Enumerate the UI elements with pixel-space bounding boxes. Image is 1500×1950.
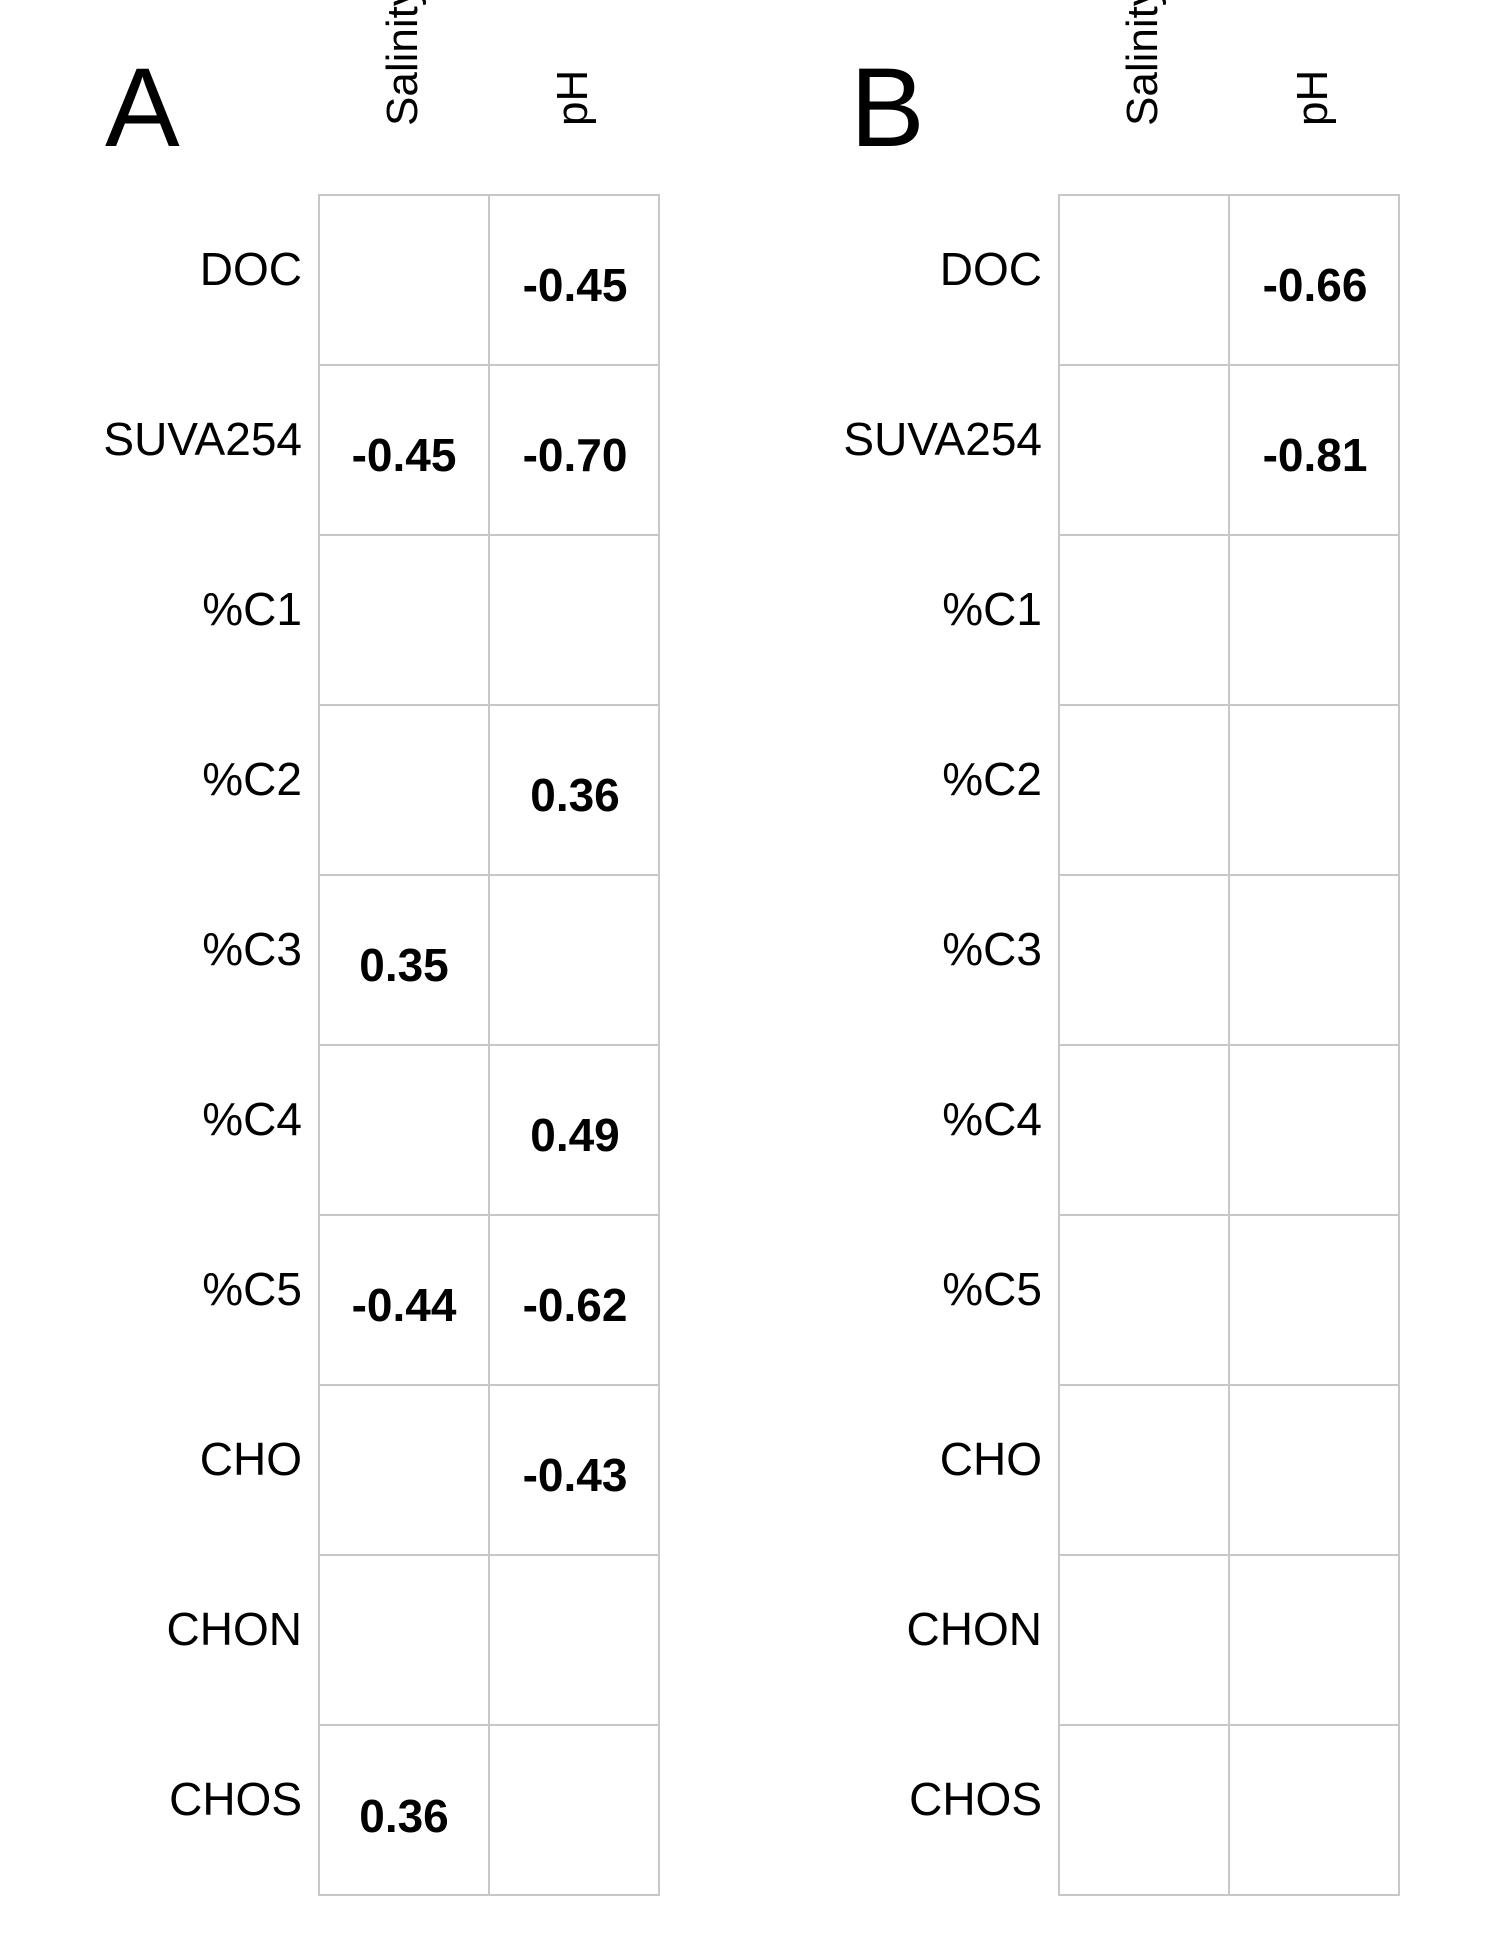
row-label: %C4 bbox=[942, 1093, 1042, 1145]
table-cell bbox=[1060, 1556, 1230, 1726]
column-header-label: pH bbox=[1288, 69, 1337, 126]
table-cell bbox=[1230, 876, 1400, 1046]
table-cell bbox=[1060, 876, 1230, 1046]
cell-value: -0.62 bbox=[522, 1279, 628, 1331]
table-cell bbox=[1230, 1726, 1400, 1896]
correlation-grid: -0.66 -0.81 bbox=[1058, 194, 1400, 1896]
table-cell bbox=[1230, 1556, 1400, 1726]
column-header-label: Salinity bbox=[1118, 0, 1167, 126]
cell-value: -0.81 bbox=[1262, 429, 1368, 481]
table-cell bbox=[490, 1726, 660, 1896]
table-cell bbox=[1060, 706, 1230, 876]
cell-value: 0.35 bbox=[359, 939, 449, 991]
column-header-label: pH bbox=[548, 69, 597, 126]
cell-value: -0.66 bbox=[1262, 259, 1368, 311]
cell-value: -0.70 bbox=[522, 429, 628, 481]
table-cell: 0.35 bbox=[320, 876, 490, 1046]
cell-value: 0.36 bbox=[530, 769, 620, 821]
table-cell bbox=[490, 876, 660, 1046]
column-header: Salinity bbox=[1058, 0, 1228, 190]
panel-letter: B bbox=[850, 45, 925, 170]
table-cell bbox=[1230, 1216, 1400, 1386]
table-cell bbox=[1060, 1386, 1230, 1556]
table-cell: 0.36 bbox=[320, 1726, 490, 1896]
column-header: pH bbox=[488, 0, 658, 190]
panel-a: A Salinity pH DOC SUVA254 %C1 %C2 %C3 %C4 %C5 CHO C… bbox=[0, 0, 740, 1950]
column-header: pH bbox=[1228, 0, 1398, 190]
cell-value: -0.43 bbox=[522, 1449, 628, 1501]
row-label: %C3 bbox=[202, 923, 302, 975]
row-label: SUVA254 bbox=[843, 413, 1042, 465]
cell-value: 0.49 bbox=[530, 1109, 620, 1161]
row-label: %C1 bbox=[202, 583, 302, 635]
table-cell bbox=[1230, 706, 1400, 876]
table-cell bbox=[490, 536, 660, 706]
column-header: Salinity bbox=[318, 0, 488, 190]
table-cell: -0.45 bbox=[320, 366, 490, 536]
cell-value: -0.44 bbox=[351, 1279, 457, 1331]
panel-b: B Salinity pH DOC SUVA254 %C1 %C2 %C3 %C4 %C5 CHO C… bbox=[740, 0, 1480, 1950]
table-cell bbox=[1230, 536, 1400, 706]
table-cell: -0.43 bbox=[490, 1386, 660, 1556]
row-label: SUVA254 bbox=[103, 413, 302, 465]
row-label: DOC bbox=[939, 243, 1042, 295]
table-cell bbox=[1060, 196, 1230, 366]
table-cell bbox=[1230, 1046, 1400, 1216]
row-label: CHOS bbox=[169, 1773, 302, 1825]
table-cell bbox=[320, 196, 490, 366]
table-cell: -0.66 bbox=[1230, 196, 1400, 366]
row-label: CHOS bbox=[909, 1773, 1042, 1825]
row-label: %C1 bbox=[942, 583, 1042, 635]
column-header-label: Salinity bbox=[378, 0, 427, 126]
table-cell bbox=[320, 706, 490, 876]
table-cell bbox=[320, 1046, 490, 1216]
row-label: %C5 bbox=[202, 1263, 302, 1315]
table-cell bbox=[320, 536, 490, 706]
table-cell bbox=[1230, 1386, 1400, 1556]
row-label: %C2 bbox=[942, 753, 1042, 805]
row-label: %C5 bbox=[942, 1263, 1042, 1315]
table-cell: -0.44 bbox=[320, 1216, 490, 1386]
table-cell bbox=[320, 1556, 490, 1726]
row-label: CHO bbox=[939, 1433, 1042, 1485]
table-cell bbox=[1060, 536, 1230, 706]
table-cell: 0.49 bbox=[490, 1046, 660, 1216]
cell-value: -0.45 bbox=[351, 429, 457, 481]
cell-value: -0.45 bbox=[522, 259, 628, 311]
row-label: %C4 bbox=[202, 1093, 302, 1145]
table-cell bbox=[1060, 1216, 1230, 1386]
row-label: CHO bbox=[199, 1433, 302, 1485]
table-cell: -0.70 bbox=[490, 366, 660, 536]
panel-letter: A bbox=[105, 45, 180, 170]
row-label: CHON bbox=[166, 1603, 302, 1655]
table-cell: -0.62 bbox=[490, 1216, 660, 1386]
table-cell bbox=[1060, 1046, 1230, 1216]
table-cell: 0.36 bbox=[490, 706, 660, 876]
row-label: DOC bbox=[199, 243, 302, 295]
correlation-grid: -0.45 -0.45 -0.70 0.36 0.35 0.49 -0.44 -0.62 -0.… bbox=[318, 194, 660, 1896]
table-cell: -0.45 bbox=[490, 196, 660, 366]
table-cell bbox=[490, 1556, 660, 1726]
row-label: %C3 bbox=[942, 923, 1042, 975]
row-label: CHON bbox=[906, 1603, 1042, 1655]
table-cell bbox=[1060, 366, 1230, 536]
row-label: %C2 bbox=[202, 753, 302, 805]
table-cell: -0.81 bbox=[1230, 366, 1400, 536]
table-cell bbox=[1060, 1726, 1230, 1896]
table-cell bbox=[320, 1386, 490, 1556]
cell-value: 0.36 bbox=[359, 1790, 449, 1842]
